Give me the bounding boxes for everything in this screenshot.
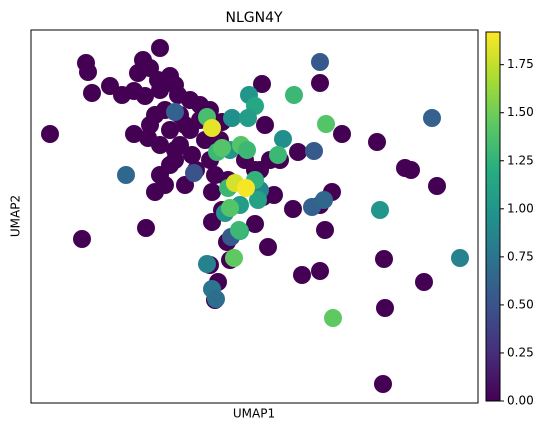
point: [237, 179, 255, 197]
point: [285, 86, 303, 104]
point: [129, 64, 147, 82]
colorbar-tick-label: 0.25: [507, 345, 534, 359]
point: [423, 109, 441, 127]
point: [83, 84, 101, 102]
point: [246, 215, 264, 233]
colorbar: [485, 31, 501, 402]
point: [269, 146, 287, 164]
point: [125, 125, 143, 143]
y-axis-label: UMAP2: [9, 195, 23, 237]
point: [311, 74, 329, 92]
colorbar-tick-label: 0.50: [507, 297, 534, 311]
point: [259, 238, 277, 256]
point: [293, 266, 311, 284]
point: [284, 200, 302, 218]
colorbar-tick-label: 1.00: [507, 201, 534, 215]
point: [161, 121, 179, 139]
point: [156, 176, 174, 194]
point: [376, 299, 394, 317]
axes-frame: [30, 29, 479, 404]
point: [317, 115, 335, 133]
chart-title: NLGN4Y: [225, 10, 283, 26]
point: [183, 146, 201, 164]
point: [253, 75, 271, 93]
point: [213, 139, 231, 157]
point: [225, 249, 243, 267]
colorbar-tick-label: 0.75: [507, 249, 534, 263]
point: [415, 273, 433, 291]
point: [151, 39, 169, 57]
points: [41, 39, 469, 393]
point: [315, 191, 333, 209]
point: [305, 142, 323, 160]
point: [371, 201, 389, 219]
point: [428, 177, 446, 195]
point: [207, 290, 225, 308]
point: [256, 116, 274, 134]
point: [151, 81, 169, 99]
point: [176, 116, 194, 134]
colorbar-tick-label: 1.75: [507, 57, 534, 71]
point: [368, 133, 386, 151]
point: [166, 103, 184, 121]
point: [265, 186, 283, 204]
point: [274, 130, 292, 148]
point: [117, 166, 135, 184]
point: [451, 249, 469, 267]
point: [324, 309, 342, 327]
point: [316, 221, 334, 239]
colorbar-tick-label: 1.50: [507, 105, 534, 119]
point: [374, 375, 392, 393]
point: [221, 199, 239, 217]
point: [198, 255, 216, 273]
point: [185, 164, 203, 182]
point: [203, 119, 221, 137]
point: [249, 191, 267, 209]
point: [203, 213, 221, 231]
point: [41, 125, 59, 143]
point: [311, 262, 329, 280]
point: [137, 219, 155, 237]
point: [311, 53, 329, 71]
point: [136, 87, 154, 105]
point: [375, 250, 393, 268]
x-axis-label: UMAP1: [233, 407, 275, 421]
point: [223, 109, 241, 127]
colorbar-tick-label: 1.25: [507, 153, 534, 167]
point: [238, 141, 256, 159]
point: [230, 221, 248, 239]
point: [239, 109, 257, 127]
point: [166, 141, 184, 159]
point: [333, 125, 351, 143]
point: [203, 183, 221, 201]
point: [151, 136, 169, 154]
point: [289, 143, 307, 161]
point: [402, 161, 420, 179]
point: [79, 63, 97, 81]
point: [73, 230, 91, 248]
colorbar-tick-label: 0.00: [507, 394, 534, 408]
